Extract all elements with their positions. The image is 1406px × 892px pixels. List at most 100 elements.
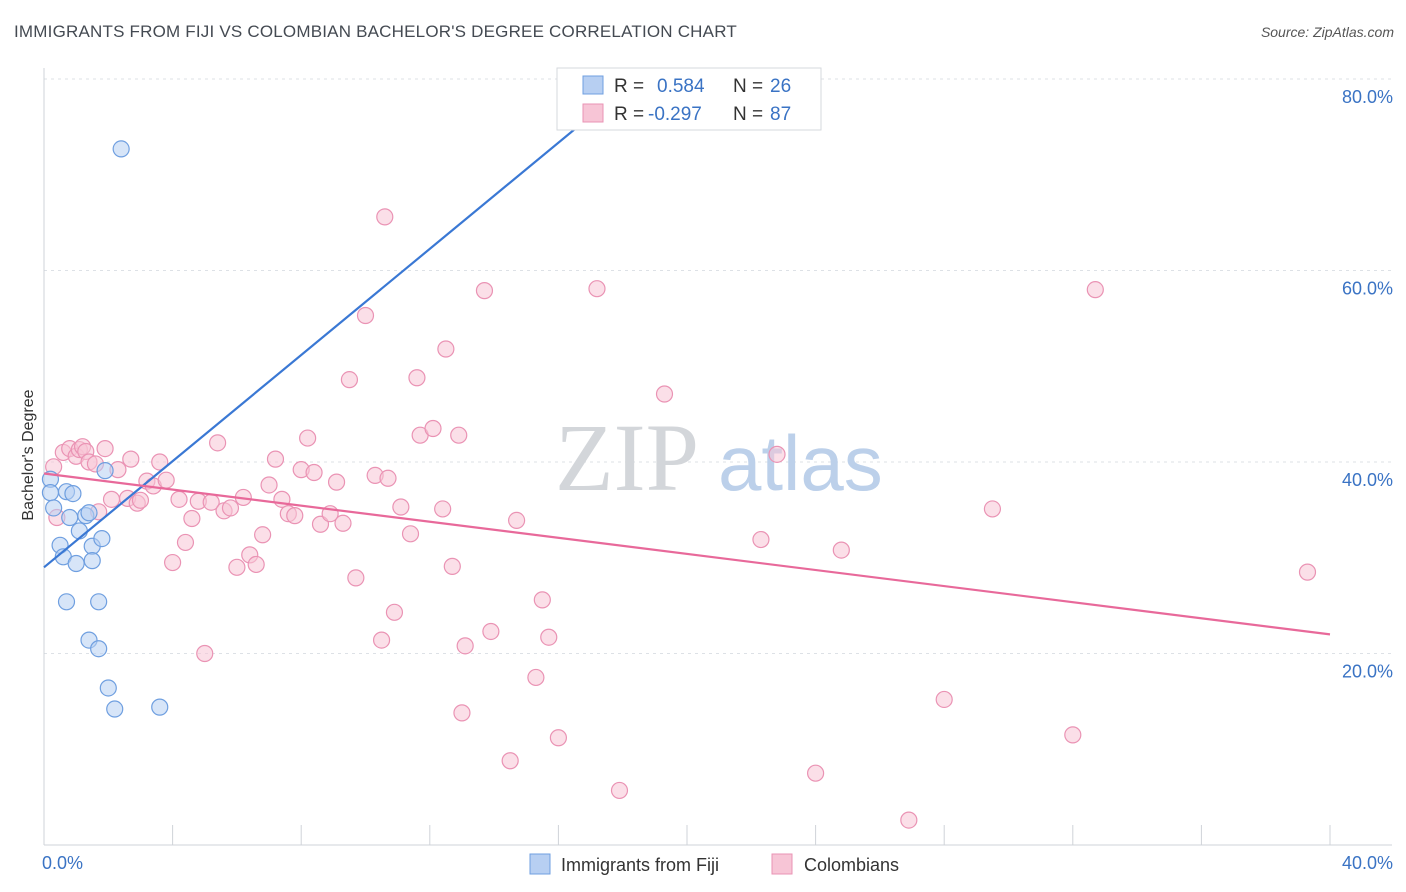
colombians-point-87 (1086, 281, 1104, 299)
colombians-point-75 (549, 729, 568, 747)
colombians-point-53 (372, 631, 391, 649)
colombians-point-25 (183, 509, 201, 528)
fiji-point-23 (151, 698, 169, 716)
fiji-r-label: R = (614, 76, 644, 97)
source-credit: Source: ZipAtlas.com (1260, 24, 1394, 40)
colombians-point-65 (450, 426, 468, 444)
colombians-point-80 (768, 445, 786, 463)
colombians-point-15 (122, 450, 140, 468)
colombians-point-43 (299, 429, 317, 447)
colombians-point-71 (508, 511, 526, 530)
x-tick-label-0: 0.0% (42, 853, 83, 873)
watermark: ZIP atlas (555, 404, 883, 511)
colombians-point-61 (424, 419, 442, 438)
colombians-point-20 (151, 453, 169, 471)
watermark-atlas: atlas (718, 419, 883, 507)
fiji-point-1 (41, 484, 60, 502)
colombians-point-38 (266, 450, 285, 468)
colombians-point-54 (376, 208, 394, 226)
fiji-point-15 (83, 552, 101, 570)
fiji-point-8 (64, 484, 82, 503)
legend-fiji-swatch (529, 853, 551, 875)
colombians-point-47 (327, 473, 346, 491)
colombians-point-62 (434, 500, 452, 518)
y-tick-label-3: 80.0% (1342, 87, 1393, 107)
y-tick-label-0: 20.0% (1342, 662, 1393, 682)
colombians-point-27 (196, 644, 214, 663)
fiji-point-9 (67, 554, 85, 573)
colombians-point-35 (247, 555, 265, 574)
colombians-point-77 (610, 781, 629, 800)
fiji-point-22 (112, 140, 130, 158)
colombians-point-66 (453, 704, 471, 722)
colombians-point-21 (157, 471, 175, 489)
colombians-point-51 (356, 306, 375, 325)
colombians-point-12 (102, 490, 121, 508)
colombians-point-23 (170, 490, 188, 508)
legend-colombians-label: Colombians (804, 855, 899, 875)
colombians-trend-line (43, 472, 1331, 636)
colombians-point-44 (305, 463, 323, 482)
chart-title: IMMIGRANTS FROM FIJI VS COLOMBIAN BACHEL… (14, 22, 737, 41)
colombians-point-76 (588, 280, 606, 298)
colombians-r-label: R = (614, 104, 644, 125)
colombians-point-64 (443, 557, 461, 575)
colombians-point-41 (286, 507, 304, 525)
fiji-point-19 (96, 462, 114, 480)
colombians-point-70 (501, 752, 519, 770)
colombians-point-79 (752, 530, 770, 549)
fiji-point-21 (106, 700, 124, 718)
colombians-point-49 (340, 371, 359, 389)
colombians-point-29 (209, 434, 227, 452)
colombians-point-37 (260, 476, 278, 494)
colombians-point-88 (1298, 563, 1317, 581)
fiji-n-label: N = (733, 76, 763, 97)
fiji-trend-line (43, 78, 637, 569)
colombians-point-31 (221, 499, 240, 517)
legend-colombians-swatch (771, 853, 793, 875)
colombians-point-84 (935, 690, 953, 709)
colombians-point-67 (456, 637, 474, 655)
colombians-point-45 (311, 515, 330, 533)
colombians-point-83 (900, 811, 918, 829)
colombians-point-58 (401, 525, 420, 543)
colombians-r-value: -0.297 (648, 104, 702, 125)
axes (43, 68, 1392, 846)
colombians-n-value: 87 (770, 104, 791, 125)
grid-lines (44, 78, 1392, 654)
watermark-zip: ZIP (555, 404, 699, 511)
colombians-point-11 (96, 439, 114, 458)
fiji-point-18 (93, 529, 111, 548)
fiji-point-2 (45, 499, 63, 517)
fiji-points (41, 140, 169, 718)
colombians-point-74 (540, 628, 558, 646)
fiji-point-16 (90, 640, 108, 658)
fiji-point-20 (99, 679, 117, 697)
y-tick-label-2: 60.0% (1342, 279, 1393, 299)
colombians-point-69 (482, 622, 500, 641)
trend-lines (43, 78, 1331, 636)
fiji-point-6 (61, 508, 79, 527)
stats-legend: R = 0.584 N = 26 R = -0.297 N = 87 (556, 67, 822, 131)
fiji-legend-swatch (582, 75, 604, 95)
colombians-point-32 (228, 558, 246, 576)
colombians-point-82 (832, 541, 850, 559)
colombians-point-78 (655, 385, 674, 403)
fiji-point-17 (90, 593, 108, 611)
colombians-point-48 (334, 514, 352, 532)
y-axis-label: Bachelor's Degree (20, 389, 37, 520)
colombians-point-36 (254, 526, 272, 544)
legend-fiji-label: Immigrants from Fiji (561, 855, 719, 875)
colombians-point-85 (983, 500, 1002, 518)
colombians-point-86 (1064, 726, 1082, 744)
colombians-points (45, 208, 1317, 829)
x-tick-labels: 0.0% 40.0% (42, 853, 1393, 873)
fiji-n-value: 26 (770, 76, 791, 97)
colombians-point-81 (806, 764, 825, 782)
y-tick-labels: 20.0% 40.0% 60.0% 80.0% (1342, 87, 1393, 682)
colombians-point-59 (408, 369, 426, 387)
colombians-point-72 (527, 668, 545, 687)
colombians-point-22 (164, 553, 182, 572)
colombians-point-68 (475, 282, 494, 300)
